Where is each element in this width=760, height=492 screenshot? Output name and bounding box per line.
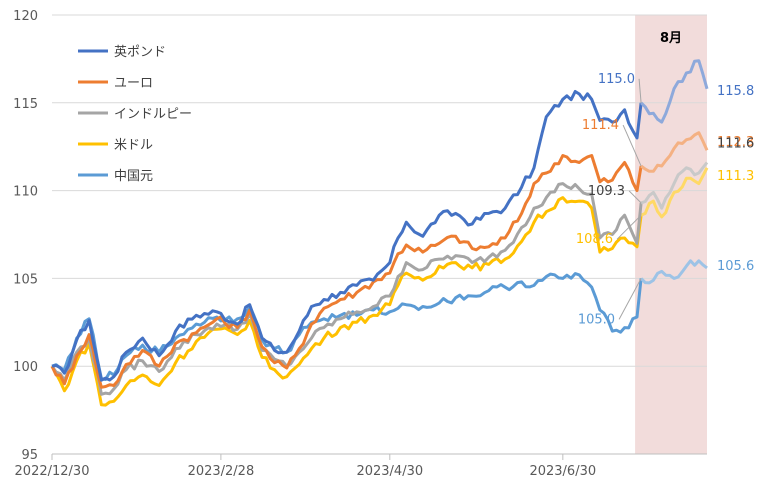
data-label: 115.0 (598, 72, 635, 87)
series-line (51, 90, 643, 382)
x-tick-label: 2023/4/30 (356, 464, 423, 479)
data-label: 111.6 (717, 137, 754, 152)
data-label: 108.6 (576, 232, 613, 247)
data-label: 111.4 (582, 118, 619, 133)
x-tick-label: 2022/12/30 (15, 464, 90, 479)
leader-line (638, 78, 642, 103)
leader-line (628, 190, 642, 204)
august-band (635, 15, 707, 454)
legend-label: インドルピー (114, 107, 192, 122)
leader-line (622, 124, 642, 167)
y-gridlines (52, 14, 707, 367)
series-lines (50, 59, 709, 407)
data-label: 112.3 (717, 135, 754, 150)
y-tick-label: 100 (13, 360, 38, 375)
data-label: 105.0 (578, 312, 615, 327)
legend-label: ユーロ (114, 76, 153, 91)
x-tick-label: 2023/2/28 (188, 464, 255, 479)
data-label: 105.6 (717, 259, 754, 274)
series-line (50, 182, 643, 396)
data-label: 111.3 (717, 169, 754, 184)
data-label: 109.3 (588, 184, 625, 199)
series-line-august (640, 259, 708, 285)
legend-label: 米ドル (114, 138, 153, 153)
leader-line (616, 214, 642, 240)
x-tick-label: 2023/6/30 (529, 464, 596, 479)
series-line-august (640, 167, 709, 219)
data-labels: 115.0 115.8 111.4 112.3 109.3 111.6 108.6 111.3… (576, 72, 754, 328)
series-line (50, 196, 643, 407)
august-band-label: 8月 (660, 31, 682, 46)
axes: 95 100 105 110 115 120 2022/12/30 2023/2/28 2023… (13, 9, 707, 479)
y-tick-label: 120 (13, 9, 38, 24)
leader-line (618, 278, 642, 320)
y-tick-label: 105 (13, 272, 38, 287)
series-line-august (640, 59, 709, 124)
y-tick-label: 95 (21, 448, 38, 463)
y-tick-label: 110 (13, 185, 38, 200)
august-highlight-band: 8月 (635, 15, 707, 454)
series-line (50, 154, 643, 389)
series-line-august (640, 161, 709, 210)
y-tick-label: 115 (13, 97, 38, 112)
legend-label: 英ポンド (114, 45, 166, 60)
series-line-august (640, 131, 709, 173)
legend-label: 中国元 (114, 169, 153, 184)
data-label: 115.8 (717, 84, 754, 99)
